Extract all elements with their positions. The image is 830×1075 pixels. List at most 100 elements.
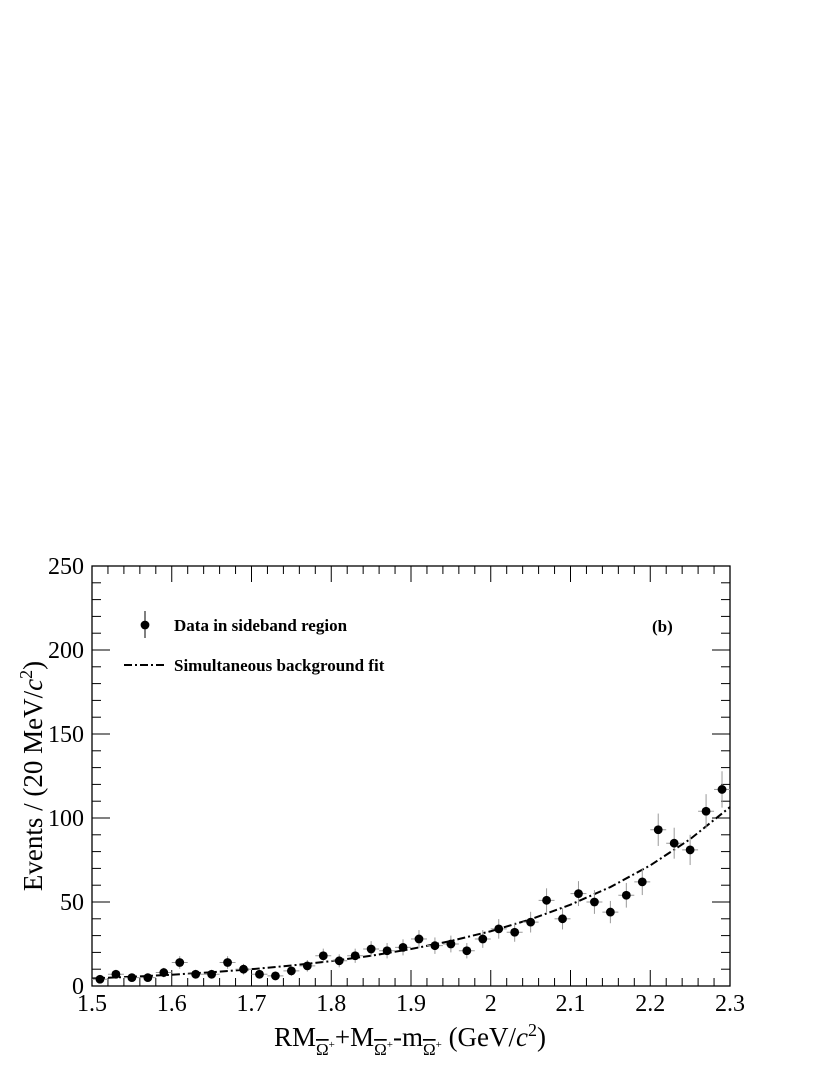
data-point	[634, 868, 651, 896]
x-label-m: +M	[335, 1022, 374, 1052]
data-point	[92, 974, 108, 984]
data-point	[187, 969, 204, 979]
x-tick-label: 1.6	[157, 991, 187, 1017]
data-point	[283, 965, 300, 976]
point-marker	[286, 966, 296, 976]
x-label-m-minus: -m	[393, 1022, 423, 1052]
point-marker	[207, 969, 217, 979]
y-tick-label: 250	[48, 554, 84, 580]
point-marker	[446, 939, 456, 949]
y-tick-label: 200	[48, 638, 84, 664]
x-tick-label: 2.1	[556, 991, 586, 1017]
point-marker	[462, 946, 472, 956]
point-marker	[701, 806, 711, 816]
x-label-plus-sup: +	[329, 1039, 335, 1051]
data-point	[315, 948, 332, 963]
data-point	[602, 900, 619, 924]
x-label-close: )	[537, 1022, 546, 1052]
point-marker	[127, 973, 137, 982]
data-point	[171, 956, 188, 969]
panel-label: (b)	[652, 617, 673, 636]
data-point	[107, 969, 124, 979]
point-marker	[510, 927, 520, 937]
legend-label-fit: Simultaneous background fit	[174, 656, 385, 675]
data-point	[506, 922, 523, 942]
point-marker	[669, 838, 679, 848]
point-marker	[590, 897, 599, 907]
data-point	[714, 771, 730, 808]
x-tick-label: 2	[485, 991, 497, 1017]
data-point	[347, 948, 364, 963]
x-tick-label: 2.2	[635, 991, 665, 1017]
x-label-omega-sub: Ω	[423, 1040, 436, 1059]
point-marker	[558, 914, 567, 924]
x-axis-label: RMΩ++MΩ+-mΩ+ (GeV/c2)	[274, 1020, 546, 1059]
data-point	[267, 971, 284, 981]
fit-curve-layer	[91, 806, 731, 980]
point-marker	[95, 974, 105, 984]
data-point	[203, 969, 220, 979]
point-marker	[271, 971, 280, 981]
y-tick-label: 150	[48, 722, 84, 748]
data-point	[554, 908, 571, 930]
data-point	[442, 935, 459, 953]
point-marker	[653, 825, 663, 835]
point-marker	[494, 924, 504, 934]
point-marker	[414, 934, 424, 944]
point-marker	[334, 956, 344, 966]
y-label-c: c	[18, 679, 48, 691]
data-point	[650, 813, 667, 846]
data-point	[219, 956, 236, 969]
point-marker	[302, 961, 312, 971]
data-point	[379, 943, 396, 959]
data-point	[235, 963, 252, 975]
legend-point-marker	[140, 620, 150, 630]
data-point	[474, 930, 491, 948]
x-tick-label: 1.7	[237, 991, 267, 1017]
data-point	[698, 794, 715, 829]
data-point	[411, 930, 427, 948]
data-point	[363, 941, 380, 957]
point-marker	[526, 917, 536, 927]
data-point	[570, 881, 587, 907]
point-marker	[621, 890, 631, 900]
point-marker	[685, 845, 695, 855]
y-label-text: Events / (20 MeV/	[18, 690, 48, 891]
x-label-omega-sub: Ω	[316, 1040, 329, 1059]
x-label-superscript: 2	[528, 1020, 537, 1040]
data-point	[331, 954, 348, 968]
data-point	[155, 967, 172, 978]
point-marker	[175, 958, 185, 967]
point-marker	[637, 877, 647, 887]
point-marker	[255, 969, 264, 979]
y-label-close: )	[18, 661, 48, 670]
data-point	[426, 937, 443, 954]
x-tick-label: 1.5	[77, 991, 107, 1017]
data-point	[490, 919, 507, 939]
point-marker	[382, 946, 392, 956]
point-marker	[318, 951, 328, 961]
y-axis-label: Events / (20 MeV/c2)	[16, 661, 48, 891]
point-marker	[366, 944, 376, 954]
y-label-superscript: 2	[16, 670, 36, 679]
y-tick-label: 100	[48, 806, 84, 832]
x-tick-label: 1.9	[396, 991, 426, 1017]
x-tick-label: 2.3	[715, 991, 745, 1017]
x-label-plus-sup: +	[436, 1039, 442, 1051]
data-point	[666, 827, 683, 859]
x-tick-label: 1.8	[316, 991, 346, 1017]
data-points-layer	[92, 771, 730, 984]
legend: Data in sideband region Simultaneous back…	[124, 611, 385, 675]
y-tick-label: 0	[72, 974, 84, 1000]
data-point	[522, 911, 539, 933]
point-marker	[159, 968, 169, 977]
y-tick-label: 50	[60, 890, 84, 916]
point-marker	[143, 973, 153, 982]
data-point	[586, 890, 603, 914]
point-marker	[430, 941, 440, 951]
point-marker	[717, 785, 727, 794]
x-label-rm: RM	[274, 1022, 316, 1052]
point-marker	[191, 969, 201, 979]
legend-label-data: Data in sideband region	[174, 616, 348, 635]
